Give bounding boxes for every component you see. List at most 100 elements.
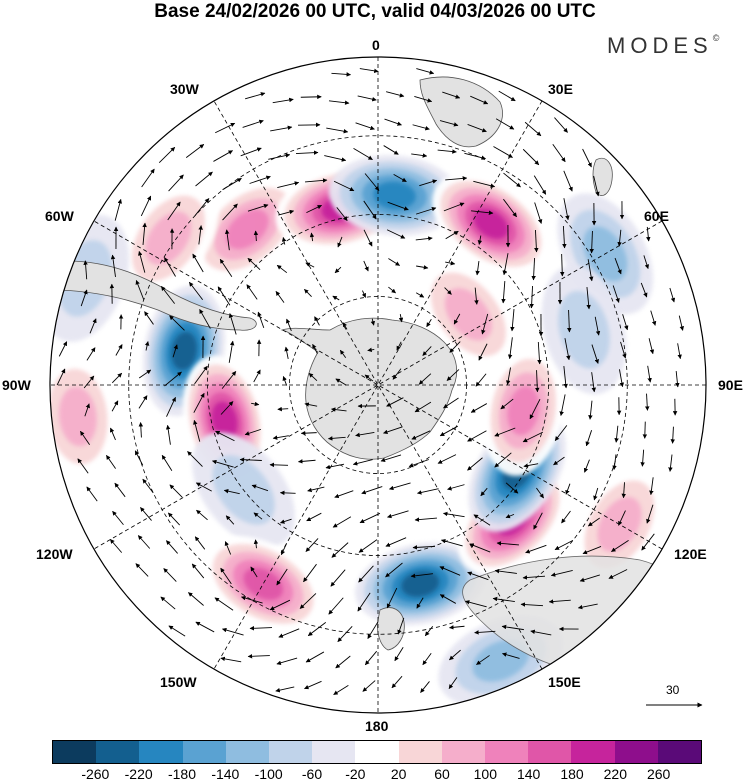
wind-arrow [464, 152, 487, 160]
colorbar-swatch [312, 741, 356, 763]
wind-arrow [362, 680, 376, 692]
wind-arrow [608, 569, 628, 579]
wind-arrow [167, 201, 181, 221]
wind-arrow [212, 459, 234, 468]
wind-arrow [308, 372, 318, 382]
colorbar-swatch [96, 741, 140, 763]
wind-arrow [397, 617, 405, 635]
wind-arrow [442, 91, 461, 99]
map-boundary [49, 56, 707, 714]
wind-arrow [84, 403, 90, 417]
wind-arrow [593, 175, 600, 197]
wind-arrow [225, 515, 235, 525]
wind-arrow [355, 122, 375, 131]
wind-arrow [467, 430, 487, 442]
wind-arrow [411, 430, 431, 440]
wind-arrow [553, 456, 565, 466]
wind-arrow [331, 542, 349, 558]
wind-arrow [614, 425, 619, 443]
colorbar-tick-label: -140 [211, 766, 240, 782]
wind-arrow [380, 454, 402, 463]
lon-label-90w: 90W [2, 377, 31, 393]
madagascar-landmass [592, 157, 613, 196]
wind-arrow [269, 599, 291, 611]
lon-label-0: 0 [372, 37, 380, 53]
wind-arrow [187, 451, 203, 467]
wind-arrow [534, 202, 543, 224]
wind-arrow [554, 539, 574, 551]
wind-arrow [475, 261, 480, 276]
wind-arrow [474, 630, 496, 635]
wind-arrow [58, 341, 68, 357]
wind-arrow [443, 511, 465, 518]
wind-arrow [498, 90, 516, 102]
wind-arrow [619, 369, 625, 388]
colorbar-swatch [657, 741, 702, 763]
wind-arrow [357, 95, 377, 102]
wind-arrow [439, 594, 457, 604]
wind-arrow [612, 454, 617, 471]
wind-arrow [529, 285, 534, 309]
wind-arrow [386, 397, 404, 407]
wind-arrow [559, 253, 565, 277]
wind-arrow [412, 124, 430, 131]
wind-arrow [387, 201, 409, 211]
wind-arrow [334, 266, 342, 274]
brand-name: MODES [607, 33, 713, 58]
wind-arrow [475, 373, 487, 387]
wind-arrow [219, 258, 233, 277]
wind-arrow [247, 654, 270, 659]
wind-arrow [552, 143, 566, 163]
wind-arrow [330, 569, 346, 587]
wind-arrow [300, 430, 317, 436]
wind-arrow [447, 484, 465, 491]
wind-arrow [385, 562, 403, 578]
wind-arrow [111, 400, 119, 412]
wind-arrow [394, 646, 404, 662]
wind-arrow [478, 343, 488, 361]
wind-arrow [364, 173, 380, 191]
wind-arrow [501, 280, 506, 304]
wind-arrow [668, 454, 673, 472]
colorbar [52, 740, 702, 764]
lon-label-60w: 60W [45, 208, 74, 224]
wind-arrow [299, 593, 317, 609]
wind-arrow [550, 570, 573, 577]
lon-label-30e: 30E [548, 81, 573, 97]
wind-arrow [249, 626, 273, 631]
wind-arrow [138, 250, 146, 273]
wind-arrow [324, 155, 347, 162]
wind-arrow [195, 621, 215, 633]
wind-arrow [494, 427, 516, 437]
wind-arrow [306, 512, 322, 522]
wind-arrow [469, 543, 491, 553]
wind-arrow [649, 477, 654, 496]
wind-arrow [167, 512, 181, 526]
wind-arrow [284, 346, 289, 360]
wind-arrow [620, 341, 627, 359]
wind-arrow [188, 281, 204, 301]
wind-arrow [370, 318, 376, 326]
wind-arrow [307, 486, 325, 493]
wind-arrow [164, 257, 176, 277]
colorbar-tick-label: -60 [301, 766, 323, 782]
wind-arrow [611, 540, 629, 552]
wind-arrow [422, 652, 432, 666]
wind-arrow [591, 344, 599, 364]
colorbar-tick-label: 140 [516, 766, 541, 782]
wind-arrow [583, 459, 590, 473]
wind-arrow [523, 463, 539, 468]
wind-arrow [357, 592, 371, 612]
wind-arrow [138, 422, 144, 438]
wind-arrow [89, 318, 97, 334]
wind-arrow [383, 426, 403, 435]
wind-arrow [494, 452, 512, 468]
wind-arrow [228, 313, 237, 335]
wind-arrow [385, 537, 407, 547]
wind-arrow [414, 401, 432, 413]
wind-arrow [214, 597, 234, 611]
wind-arrow [389, 482, 411, 491]
wind-arrow [240, 595, 263, 604]
wind-arrow [388, 286, 396, 294]
wind-arrow [244, 428, 262, 436]
